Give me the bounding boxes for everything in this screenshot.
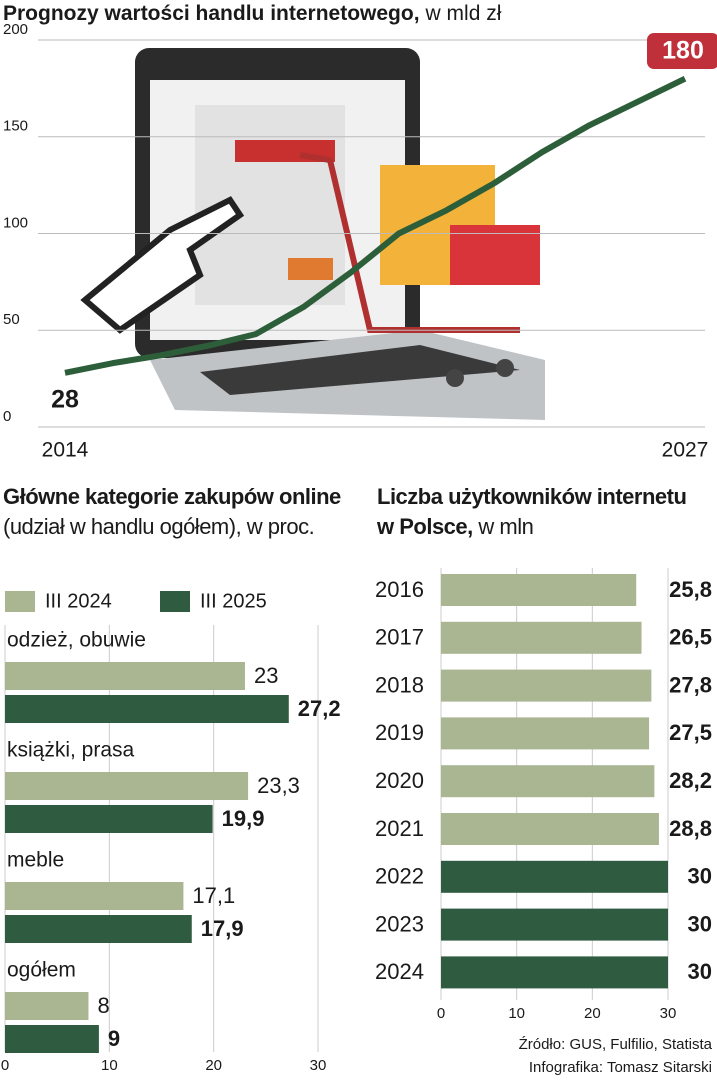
bar (5, 882, 184, 910)
bar (5, 772, 249, 800)
data-label: 28,8 (669, 816, 712, 841)
bar (441, 908, 668, 941)
bar (441, 860, 668, 893)
data-label: 23 (254, 663, 278, 688)
subtitle: (udział w handlu ogółem), w proc. (3, 514, 315, 539)
data-label: 180 (662, 37, 704, 65)
bar (441, 669, 652, 702)
bar (441, 956, 668, 989)
category-label: 2019 (375, 720, 424, 745)
title: Główne kategorie zakupów online (3, 484, 341, 509)
legend-label: III 2025 (200, 590, 267, 612)
y-tick-label: 200 (3, 21, 28, 38)
bar (5, 992, 89, 1020)
category-label: 2016 (375, 577, 424, 602)
bar (441, 765, 655, 798)
legend-label: III 2024 (45, 590, 112, 612)
title: Liczba użytkowników internetu w Polsce, (377, 484, 687, 539)
category-label: 2020 (375, 768, 424, 793)
data-label: 27,8 (669, 672, 712, 697)
title: Prognozy wartości handlu internetowego, (3, 2, 420, 25)
subtitle: w mln (478, 514, 534, 539)
x-tick-label: 2027 (662, 439, 709, 462)
y-tick-label: 50 (3, 311, 20, 328)
y-tick-label: 0 (3, 408, 11, 425)
subtitle: w mld zł (425, 2, 502, 25)
x-tick-label: 0 (437, 1005, 445, 1022)
category-label: 2023 (375, 911, 424, 936)
bar (5, 695, 289, 723)
x-tick-label: 20 (205, 1057, 222, 1074)
data-label: 27,5 (669, 720, 712, 745)
category-label: ogółem (7, 959, 76, 982)
label-box (647, 33, 717, 69)
legend-swatch (5, 591, 35, 612)
chart-title: Prognozy wartości handlu internetowego, w… (3, 2, 502, 25)
category-label: odzież, obuwie (7, 629, 146, 652)
category-label: 2017 (375, 625, 424, 650)
x-tick-label: 0 (1, 1057, 9, 1074)
bar (441, 813, 659, 845)
data-label: 19,9 (222, 806, 265, 831)
source: Źródło: GUS, Fulfilio, Statista (519, 1036, 713, 1053)
x-tick-label: 30 (310, 1057, 327, 1074)
category-label: 2021 (375, 816, 424, 841)
data-label: 9 (108, 1026, 120, 1051)
data-label: 26,5 (669, 625, 712, 650)
credit: Infografika: Tomasz Sitarski (529, 1059, 712, 1076)
data-label: 25,8 (669, 577, 712, 602)
category-label: 2024 (375, 959, 424, 984)
chart-title: Główne kategorie zakupów online (udział … (3, 482, 348, 542)
laptop-illustration (80, 48, 545, 420)
category-label: książki, prasa (7, 739, 135, 762)
bar (5, 915, 192, 943)
x-tick-label: 30 (660, 1005, 677, 1022)
data-label: 30 (688, 911, 712, 936)
data-label: 8 (97, 993, 109, 1018)
x-tick-label: 20 (584, 1005, 601, 1022)
data-label: 17,9 (201, 916, 244, 941)
bar (5, 805, 213, 833)
bar (5, 662, 245, 690)
category-label: 2022 (375, 864, 424, 889)
data-label: 30 (688, 959, 712, 984)
bar (441, 574, 637, 606)
category-label: 2018 (375, 672, 424, 697)
data-label: 28 (51, 386, 79, 414)
bar (5, 1025, 99, 1053)
chart-title: Liczba użytkowników internetu w Polsce, … (377, 482, 697, 542)
x-tick-label: 2014 (42, 439, 89, 462)
line (64, 76, 687, 376)
bar (441, 621, 642, 654)
data-label: 28,2 (669, 768, 712, 793)
category-label: meble (7, 849, 64, 872)
x-tick-label: 10 (101, 1057, 118, 1074)
data-label: 27,2 (298, 696, 341, 721)
y-tick-label: 150 (3, 118, 28, 135)
legend-swatch (160, 591, 190, 612)
data-label: 30 (688, 864, 712, 889)
y-tick-label: 100 (3, 214, 28, 231)
x-tick-label: 10 (508, 1005, 525, 1022)
data-label: 17,1 (192, 883, 235, 908)
data-label: 23,3 (257, 773, 300, 798)
bar (441, 717, 650, 750)
